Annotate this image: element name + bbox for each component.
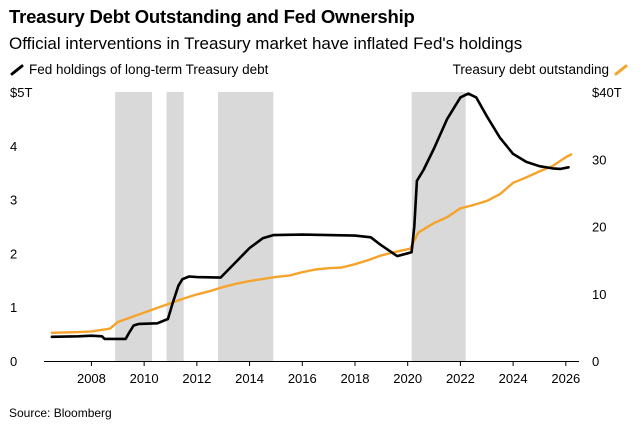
x-tick-label-2016: 2016 [288,371,317,386]
y-left-label-4: 4 [10,139,17,154]
y-right-label-0: 0 [592,354,599,369]
y-right-label-20: 20 [592,220,606,235]
shaded-period-2 [166,92,184,361]
y-left-label-0: 0 [10,354,17,369]
legend-fed-swatch-icon [10,64,24,75]
x-tick-label-2008: 2008 [77,371,106,386]
legend-fed: Fed holdings of long-term Treasury debt [9,62,268,77]
x-tick-label-2014: 2014 [235,371,264,386]
legend-fed-label: Fed holdings of long-term Treasury debt [29,62,269,77]
source-note: Source: Bloomberg [9,406,112,420]
x-tick-label-2020: 2020 [393,371,422,386]
y-right-label-40: $40T [592,85,622,100]
y-left-label-1: 1 [10,300,17,315]
shaded-period-4 [411,92,466,361]
shaded-period-3 [217,92,274,361]
x-tick-label-2022: 2022 [446,371,475,386]
x-tick-label-2010: 2010 [130,371,159,386]
chart-title: Treasury Debt Outstanding and Fed Owners… [9,6,415,27]
legend-treasury: Treasury debt outstanding [453,62,629,77]
series-line-fed-holdings [50,92,570,341]
y-left-label-5: $5T [10,85,32,100]
legend-treasury-label: Treasury debt outstanding [452,62,609,77]
x-tick-label-2024: 2024 [499,371,528,386]
chart-subtitle: Official interventions in Treasury marke… [9,34,523,53]
series-line-treasury-debt [50,153,573,334]
x-tick-label-2026: 2026 [551,371,580,386]
x-tick-label-2012: 2012 [182,371,211,386]
x-tick-label-2018: 2018 [341,371,370,386]
legend-treasury-swatch-icon [614,64,628,75]
y-left-label-2: 2 [10,246,17,261]
y-left-label-3: 3 [10,193,17,208]
y-right-label-10: 10 [592,287,606,302]
y-right-label-30: 30 [592,152,606,167]
